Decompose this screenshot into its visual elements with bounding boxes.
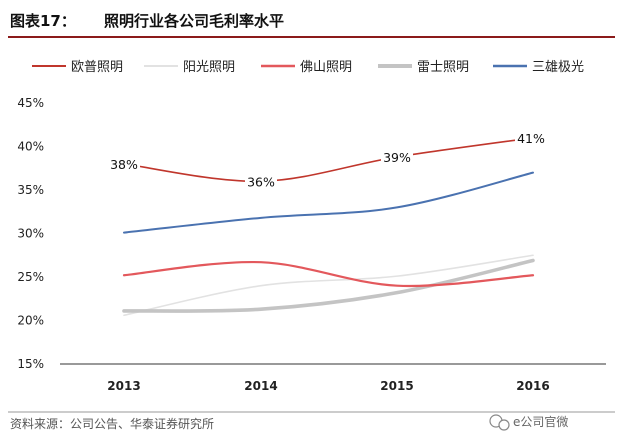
data-label-bg bbox=[515, 131, 547, 146]
y-tick-label: 20% bbox=[17, 314, 44, 328]
legend-label: 佛山照明 bbox=[300, 60, 352, 75]
y-axis: 15% 20% 25% 30% 35% 40% 45% bbox=[17, 96, 44, 371]
x-axis: 2013 2014 2015 2016 bbox=[107, 379, 549, 393]
series-line bbox=[123, 137, 534, 183]
y-tick-label: 35% bbox=[17, 183, 44, 197]
y-tick-label: 45% bbox=[17, 96, 44, 110]
data-label-bg bbox=[245, 175, 277, 190]
watermark-text: e公司官微 bbox=[513, 414, 568, 429]
data-label: 41% bbox=[517, 131, 545, 146]
wechat-icon bbox=[489, 414, 510, 431]
data-label: 38% bbox=[110, 157, 138, 172]
series-line bbox=[123, 254, 534, 317]
legend-label: 三雄极光 bbox=[532, 60, 584, 75]
figure-label: 图表17： bbox=[10, 12, 76, 30]
figure-title: 照明行业各公司毛利率水平 bbox=[104, 12, 284, 30]
x-tick-label: 2016 bbox=[516, 379, 549, 393]
legend-label: 欧普照明 bbox=[71, 60, 123, 75]
y-tick-label: 30% bbox=[17, 227, 44, 241]
legend: 欧普照明 阳光照明 佛山照明 雷士照明 三雄极光 bbox=[32, 60, 584, 75]
x-tick-label: 2014 bbox=[244, 379, 277, 393]
series-line bbox=[122, 258, 535, 313]
y-tick-label: 15% bbox=[17, 357, 44, 371]
data-label-bg bbox=[108, 157, 140, 172]
legend-label: 雷士照明 bbox=[417, 60, 469, 75]
y-tick-label: 25% bbox=[17, 270, 44, 284]
x-tick-label: 2013 bbox=[107, 379, 140, 393]
y-tick-label: 40% bbox=[17, 140, 44, 154]
data-label: 39% bbox=[383, 150, 411, 165]
data-label: 36% bbox=[247, 174, 275, 189]
series-line bbox=[122, 260, 535, 288]
source-note: 资料来源：公司公告、华泰证券研究所 bbox=[10, 416, 214, 431]
legend-label: 阳光照明 bbox=[183, 60, 235, 75]
series-line bbox=[123, 171, 534, 234]
data-label-bg bbox=[381, 150, 413, 165]
x-tick-label: 2015 bbox=[380, 379, 413, 393]
plot-area: 38% 36% 39% 41% bbox=[108, 131, 547, 317]
